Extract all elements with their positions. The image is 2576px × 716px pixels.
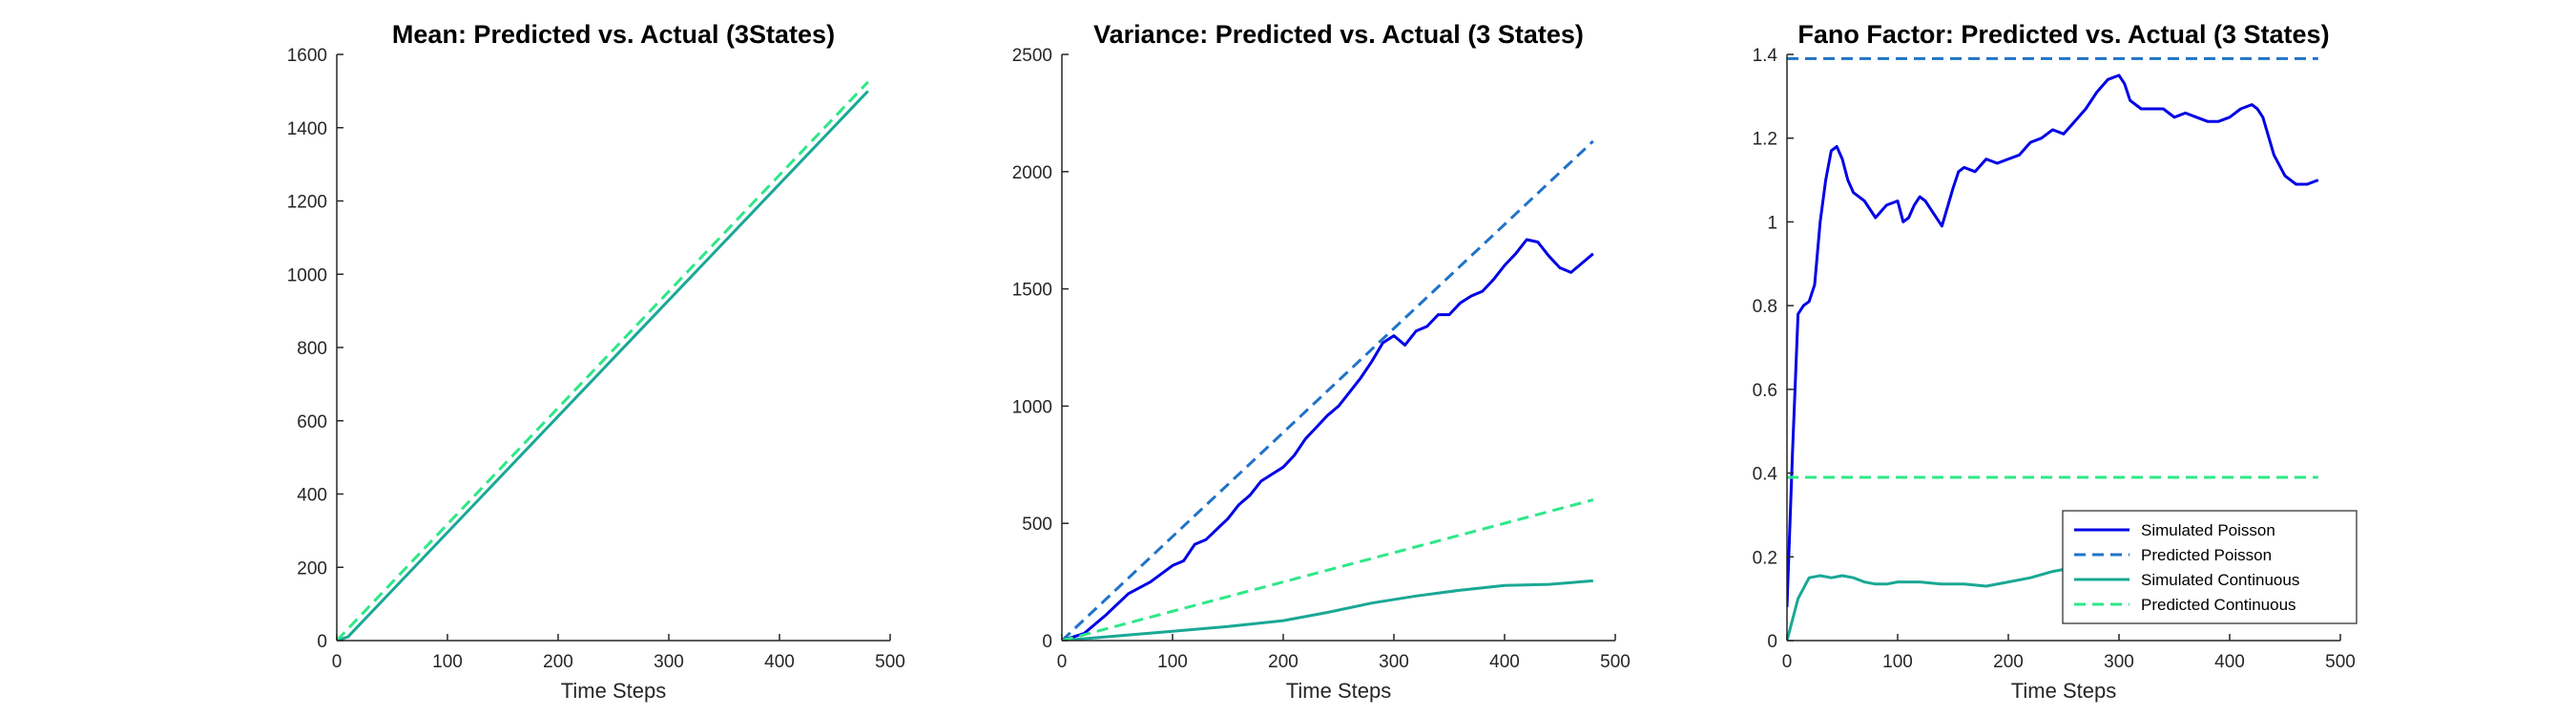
series-line-pred-continuous — [1062, 498, 1594, 641]
y-tick-label: 600 — [297, 412, 327, 432]
x-tick-label: 100 — [1157, 652, 1188, 672]
y-tick-label: 1.2 — [1753, 130, 1777, 150]
x-tick-label: 300 — [1379, 652, 1409, 672]
y-tick-label: 0.6 — [1753, 381, 1777, 401]
chart-panel-1: Mean: Predicted vs. Actual (3States) 0 100… — [287, 20, 905, 703]
legend-label: Simulated Continuous — [2141, 571, 2299, 589]
y-tick-label: 800 — [297, 339, 327, 359]
y-tick-label: 200 — [297, 558, 327, 579]
x-tick-label: 200 — [543, 652, 573, 672]
y-tick-label: 2500 — [1012, 46, 1052, 66]
chart-title: Mean: Predicted vs. Actual (3States) — [392, 20, 835, 49]
chart-title: Fano Factor: Predicted vs. Actual (3 Sta… — [1797, 20, 2329, 49]
x-tick-label: 0 — [332, 652, 343, 672]
x-axis-label: Time Steps — [561, 679, 666, 703]
series-line-sim-poisson — [1062, 238, 1594, 641]
y-tick-label: 0.2 — [1753, 548, 1777, 568]
x-tick-label: 0 — [1782, 652, 1793, 672]
y-tick-label: 500 — [1022, 515, 1052, 535]
chart-panel-3: Fano Factor: Predicted vs. Actual (3 Sta… — [1753, 20, 2358, 703]
x-axis-label: Time Steps — [1286, 679, 1391, 703]
chart-title: Variance: Predicted vs. Actual (3 States… — [1093, 20, 1584, 49]
chart-panel-2: Variance: Predicted vs. Actual (3 States… — [1012, 20, 1631, 703]
y-tick-label: 0 — [1042, 632, 1052, 652]
y-tick-label: 2000 — [1012, 163, 1052, 183]
x-tick-label: 200 — [1268, 652, 1298, 672]
series-line-pred-poisson — [1062, 139, 1594, 641]
series-line-sim-poisson — [1787, 74, 2319, 607]
y-tick-label: 1600 — [287, 46, 327, 66]
legend: Simulated Poisson Predicted Poisson Simula… — [2062, 510, 2358, 624]
series-line-sim-continuous — [1062, 579, 1593, 641]
series-line-sim-continuous — [337, 90, 869, 641]
y-tick-label: 0 — [1767, 632, 1777, 652]
legend-label: Predicted Poisson — [2141, 546, 2272, 564]
x-tick-label: 100 — [432, 652, 463, 672]
x-tick-label: 400 — [1489, 652, 1520, 672]
y-tick-label: 0.8 — [1753, 297, 1777, 317]
x-axis-label: Time Steps — [2011, 679, 2116, 703]
x-tick-label: 400 — [764, 652, 795, 672]
series-group — [1062, 139, 1594, 641]
legend-label: Predicted Continuous — [2141, 596, 2296, 614]
series-group — [337, 80, 869, 641]
y-tick-label: 1 — [1767, 213, 1777, 233]
series-line-pred-continuous — [337, 80, 869, 641]
x-tick-label: 500 — [875, 652, 905, 672]
y-tick-label: 1000 — [287, 265, 327, 285]
y-tick-label: 0 — [317, 632, 327, 652]
x-tick-label: 500 — [1600, 652, 1631, 672]
y-tick-label: 1400 — [287, 119, 327, 139]
x-tick-label: 200 — [1993, 652, 2024, 672]
x-tick-label: 500 — [2325, 652, 2356, 672]
x-tick-label: 300 — [654, 652, 684, 672]
x-tick-label: 300 — [2104, 652, 2134, 672]
y-tick-label: 1000 — [1012, 397, 1052, 417]
x-tick-label: 400 — [2214, 652, 2245, 672]
x-tick-label: 0 — [1057, 652, 1068, 672]
y-tick-label: 1500 — [1012, 281, 1052, 301]
y-tick-label: 400 — [297, 486, 327, 506]
y-tick-label: 1200 — [287, 193, 327, 213]
y-tick-label: 1.4 — [1753, 46, 1778, 66]
y-tick-label: 0.4 — [1753, 465, 1778, 485]
legend-label: Simulated Poisson — [2141, 521, 2275, 539]
x-tick-label: 100 — [1882, 652, 1913, 672]
